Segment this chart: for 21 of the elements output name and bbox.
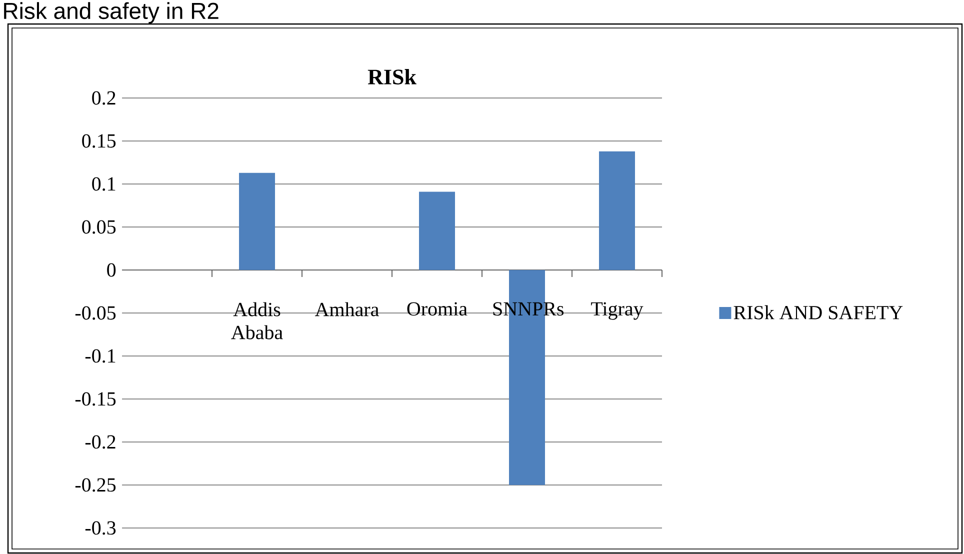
y-tick-label: -0.2 <box>85 435 116 449</box>
x-tick-label: Oromia <box>407 302 468 316</box>
y-tick-label: -0.3 <box>85 521 116 535</box>
y-tick-label: -0.1 <box>85 349 116 363</box>
y-tick-label: 0.1 <box>92 177 116 191</box>
y-tick-label: 0.15 <box>82 134 116 148</box>
y-tick-label: -0.25 <box>75 478 116 492</box>
y-tick-label: 0 <box>107 263 116 277</box>
bar <box>419 192 456 270</box>
chart-title: RISk <box>368 68 416 84</box>
y-tick-label: -0.15 <box>75 392 116 406</box>
x-tick-label: Addis Ababa <box>231 302 283 340</box>
text: Risk and safety in R2 <box>4 2 218 24</box>
bar <box>599 151 635 270</box>
y-tick-label: -0.05 <box>75 306 116 320</box>
x-tick-label: Tigray <box>591 302 644 320</box>
bar <box>239 172 276 270</box>
y-tick-label: 0.2 <box>92 91 116 105</box>
y-tick-label: 0.05 <box>82 220 116 234</box>
x-tick-label: Amhara <box>314 302 379 316</box>
legend-label: RISk AND SAFETY <box>734 305 903 320</box>
